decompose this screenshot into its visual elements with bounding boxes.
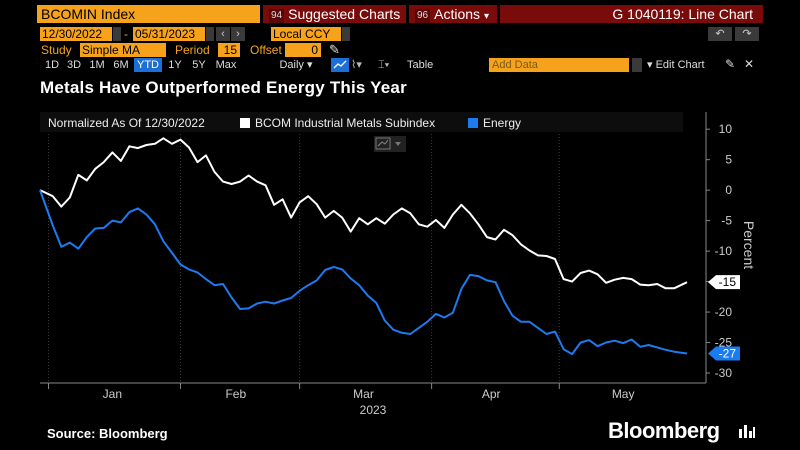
period-button-3d[interactable]: 3D (66, 59, 82, 71)
terminal-glyph (739, 425, 755, 438)
x-tick-label: Jan (103, 387, 122, 401)
legend-entry: Energy (483, 116, 521, 130)
actions-menu-button[interactable]: 96 Actions ▾ (409, 5, 497, 23)
series-line (39, 189, 688, 356)
x-tick-label: Mar (353, 387, 374, 401)
y-tick-label: -10 (715, 244, 733, 258)
y-tick-label: 10 (719, 122, 733, 136)
line-chart-glyph (333, 60, 347, 69)
period-button-1y[interactable]: 1Y (168, 59, 182, 71)
x-axis-title: 2023 (360, 403, 387, 417)
last-value-labels: -15 -27 (708, 275, 740, 361)
y-axis-title: Percent (741, 221, 757, 269)
period-button-6m[interactable]: 6M (113, 59, 129, 71)
y-tick-label: 0 (725, 183, 732, 197)
start-date-field[interactable]: 12/30/2022 (40, 27, 112, 41)
function-label: G 1040119: Line Chart (500, 5, 763, 23)
undo-icon[interactable]: ↶ (708, 27, 732, 41)
settings-icon[interactable]: ✎ (725, 57, 736, 71)
y-tick-label: -20 (715, 305, 733, 319)
chart-legend: Normalized As Of 12/30/2022 BCOM Industri… (48, 116, 521, 130)
page-title: Metals Have Outperformed Energy This Yea… (40, 78, 407, 97)
study-label: Study (41, 43, 72, 57)
edit-chart-label: Edit Chart (655, 59, 705, 71)
add-data-dropdown-icon[interactable] (632, 58, 642, 72)
chart-style-dropdown-icon[interactable]: ⌇▾ (351, 59, 362, 71)
period-input[interactable]: 15 (218, 43, 240, 57)
period-button-5y[interactable]: 5Y (192, 59, 206, 71)
back-arrow-icon[interactable]: ‹ (216, 27, 230, 41)
suggested-badge: 94 (269, 9, 285, 23)
period-button-max[interactable]: Max (215, 59, 237, 71)
period-button-1d[interactable]: 1D (44, 59, 60, 71)
chart-series (39, 137, 688, 356)
study-select[interactable]: Simple MA (80, 43, 166, 57)
period-label: Period (175, 43, 210, 57)
actions-label: Actions (434, 6, 481, 22)
forward-arrow-icon[interactable]: › (231, 27, 245, 41)
suggested-charts-label: Suggested Charts (288, 6, 401, 22)
redo-icon[interactable]: ↷ (735, 27, 759, 41)
currency-dropdown-icon[interactable] (342, 27, 350, 41)
chevron-down-icon: ▾ (647, 59, 653, 71)
pencil-icon[interactable]: ✎ (329, 42, 340, 57)
y-tick-label: -25 (715, 336, 733, 350)
period-button-ytd[interactable]: YTD (134, 58, 162, 72)
add-data-input[interactable]: Add Data (489, 58, 629, 72)
legend-swatch (240, 118, 250, 128)
suggested-charts-button[interactable]: 94 Suggested Charts (263, 5, 406, 23)
end-date-field[interactable]: 05/31/2023 (133, 27, 205, 41)
series-line (39, 137, 688, 290)
x-tick-label: Apr (482, 387, 501, 401)
currency-field[interactable]: Local CCY (271, 27, 341, 41)
last-value-label: -15 (719, 275, 737, 289)
chart-type-icon[interactable] (374, 136, 406, 152)
actions-badge: 96 (415, 9, 431, 23)
legend-swatch (468, 118, 478, 128)
legend-subtitle: Normalized As Of 12/30/2022 (48, 116, 205, 130)
y-tick-label: -30 (715, 366, 733, 380)
offset-input[interactable]: 0 (285, 43, 321, 57)
legend-entry: BCOM Industrial Metals Subindex (255, 116, 435, 130)
y-axis: 10 5 0 -5 -10 -15 -20 -25 -30 Percent (705, 112, 757, 383)
bloomberg-terminal-icon (738, 422, 756, 440)
range-separator: - (124, 27, 128, 41)
offset-label: Offset (250, 43, 282, 57)
source-note: Source: Bloomberg (47, 426, 168, 441)
period-button-1m[interactable]: 1M (89, 59, 105, 71)
last-value-marker (708, 346, 740, 361)
legend-bar (40, 112, 683, 132)
last-value-label: -27 (719, 346, 737, 360)
x-tick-label: May (612, 387, 635, 401)
frequency-dropdown[interactable]: Daily ▾ (279, 59, 313, 71)
line-chart-toggle-icon[interactable] (331, 58, 349, 72)
bar-style-dropdown-icon[interactable]: ⌶▾ (378, 59, 390, 71)
chevron-down-icon: ▾ (483, 11, 489, 22)
start-date-calendar-icon[interactable] (113, 27, 121, 41)
bloomberg-logo: Bloomberg (608, 418, 720, 443)
end-date-calendar-icon[interactable] (206, 27, 214, 41)
ticker-field[interactable]: BCOMIN Index (37, 5, 260, 23)
close-icon[interactable]: ✕ (744, 57, 755, 71)
last-value-marker (708, 275, 740, 290)
y-tick-label: 5 (725, 153, 732, 167)
table-button[interactable]: Table (407, 59, 434, 71)
x-axis: Jan Feb Mar Apr May 2023 (40, 382, 706, 417)
edit-chart-button[interactable]: ▾ Edit Chart (647, 58, 705, 72)
gridlines (48, 134, 560, 383)
chart-type-glyph (375, 137, 401, 150)
y-tick-label: -5 (721, 214, 732, 228)
x-tick-label: Feb (225, 387, 246, 401)
